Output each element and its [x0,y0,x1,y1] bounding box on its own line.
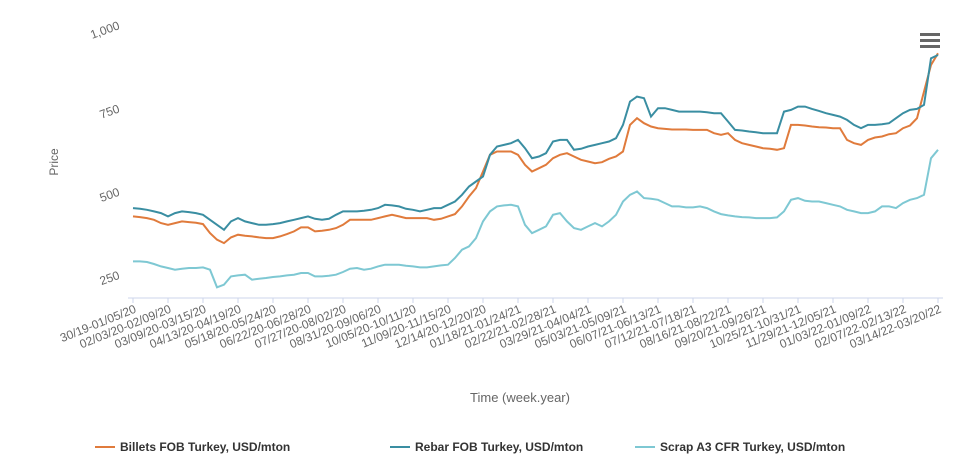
series-line [132,52,939,245]
legend-label: Rebar FOB Turkey, USD/mton [415,440,583,454]
y-tick-label: 1,000 [88,18,121,42]
menu-bar[interactable] [920,39,940,42]
series-line [132,54,939,232]
y-axis-title: Price [47,148,61,176]
series-line [133,149,939,289]
menu-bar[interactable] [920,33,940,36]
legend-label: Scrap A3 CFR Turkey, USD/mton [660,440,845,454]
legend: Billets FOB Turkey, USD/mton Rebar FOB Tu… [95,440,845,454]
y-tick-label: 250 [98,268,122,288]
x-axis-title: Time (week.year) [470,390,570,405]
menu-button[interactable] [920,33,940,48]
y-tick-label: 500 [98,185,122,205]
menu-bar[interactable] [920,45,940,48]
y-tick-label: 750 [98,102,122,122]
legend-label: Billets FOB Turkey, USD/mton [120,440,290,454]
